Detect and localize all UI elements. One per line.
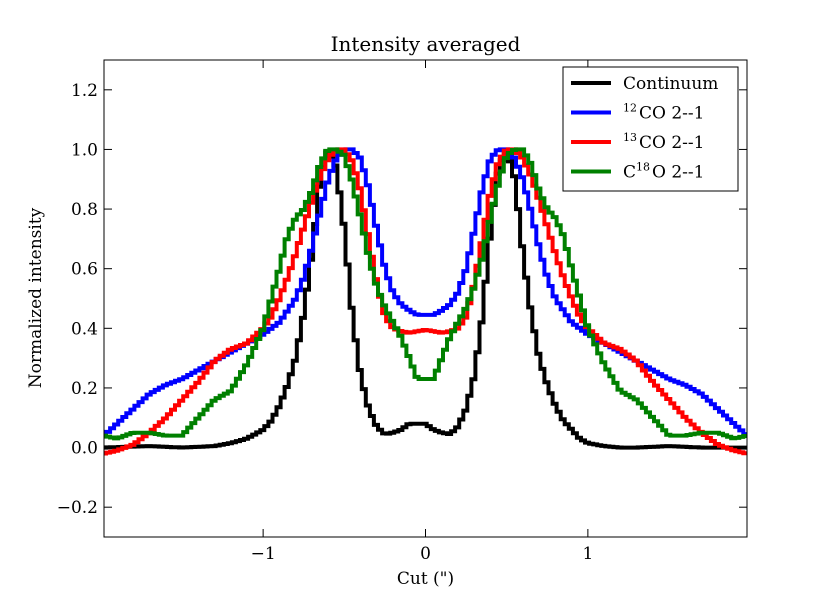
y-tick-label: −0.2 <box>57 498 98 518</box>
axis-ticks: −1 0 1 −0.2 0.0 0.2 0.4 0.6 0.8 1.0 1.2 <box>57 60 747 564</box>
y-tick-label: 0.2 <box>71 379 98 399</box>
legend-label: Continuum <box>623 74 718 94</box>
series-line-0 <box>104 149 747 450</box>
y-tick-label: 1.0 <box>71 140 98 160</box>
x-axis-label: Cut (") <box>397 569 454 589</box>
y-axis-label: Normalized intensity <box>26 207 46 388</box>
x-tick-label: 1 <box>582 544 593 564</box>
y-tick-label: 0.0 <box>71 439 98 459</box>
series-line-3 <box>104 147 747 441</box>
y-tick-label: 0.6 <box>71 260 98 280</box>
x-tick-label: 0 <box>420 544 431 564</box>
legend: Continuum 12 CO 2--1 13 CO 2--1 C18 O 2--1 <box>562 66 739 192</box>
legend-label: 12 CO 2--1 <box>623 102 704 124</box>
chart-title: Intensity averaged <box>331 32 521 56</box>
x-tick-label: −1 <box>251 544 276 564</box>
series-line-2 <box>104 147 747 456</box>
legend-label: 13 CO 2--1 <box>623 131 704 153</box>
y-tick-label: 1.2 <box>71 81 98 101</box>
legend-label: C18 O 2--1 <box>623 161 704 183</box>
series-line-1 <box>104 147 747 438</box>
y-tick-label: 0.8 <box>71 200 98 220</box>
y-tick-label: 0.4 <box>71 319 98 339</box>
series-layer <box>104 147 747 456</box>
